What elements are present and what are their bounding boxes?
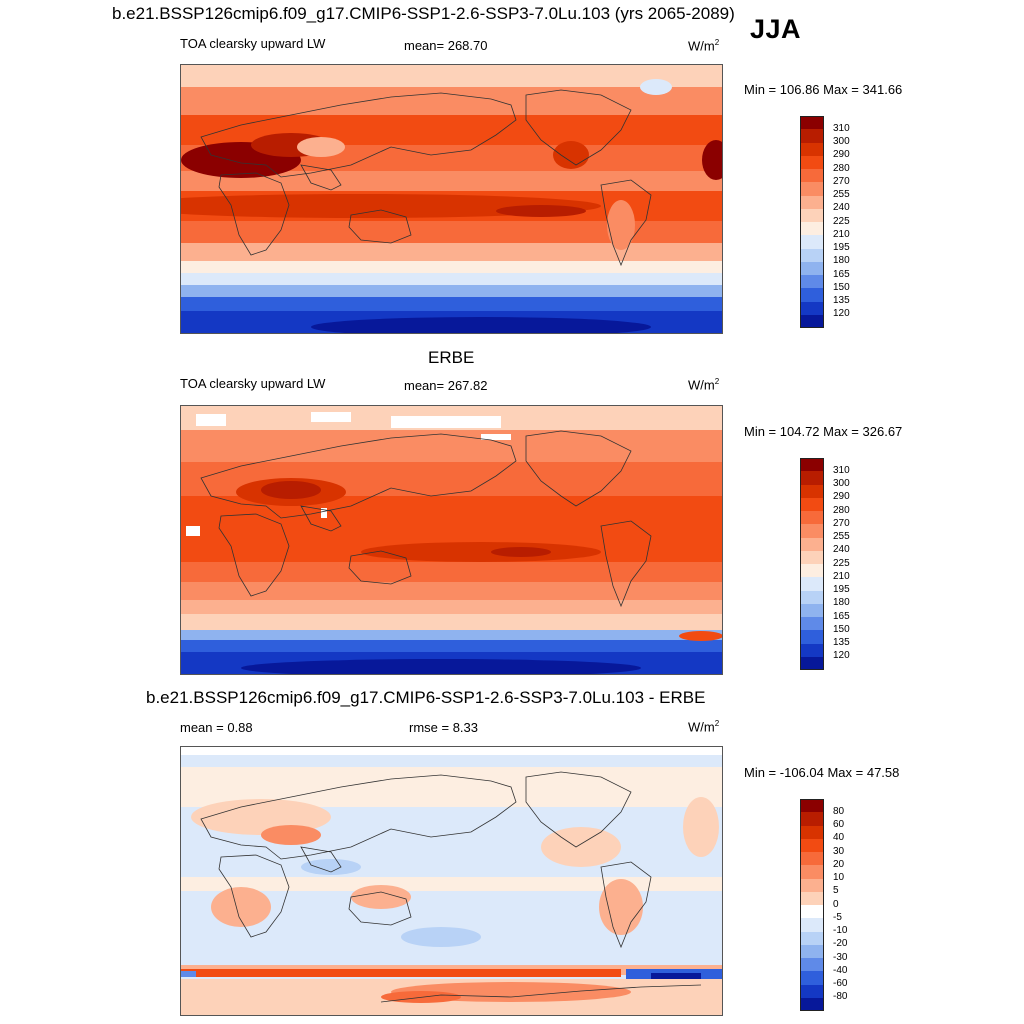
cbar2-tick: 120 [833,650,850,661]
cbar3-tick: -10 [833,925,848,936]
cbar3-tick: 10 [833,872,845,883]
cbar2-tick: 255 [833,531,850,542]
cbar3-tick: 80 [833,806,845,817]
panel1-units-label: W/m2 [688,38,720,54]
cbar2-tick: 165 [833,611,850,622]
cbar2-tick: 240 [833,544,850,555]
panel1-map [180,64,723,334]
cbar3-tick: 60 [833,819,845,830]
panel2-title: ERBE [428,348,475,367]
cbar2-tick: 150 [833,624,850,635]
cbar2-tick: 270 [833,518,850,529]
cbar3-tick: 20 [833,859,845,870]
cbar2-tick: 280 [833,505,850,516]
cbar3-tick: -5 [833,912,842,923]
panel2-units-label: W/m2 [688,377,720,393]
cbar1-tick: 120 [833,308,850,319]
cbar3-tick: 40 [833,832,845,843]
cbar2-tick: 195 [833,584,850,595]
cbar2-tick: 225 [833,558,850,569]
cbar1-tick: 210 [833,229,850,240]
panel2-mean-label: mean= 267.82 [404,378,488,393]
cbar2-tick: 310 [833,465,850,476]
cbar1-tick: 195 [833,242,850,253]
cbar3-tick: -60 [833,978,848,989]
panel1-variable-label: TOA clearsky upward LW [180,36,326,51]
cbar1-tick: 280 [833,163,850,174]
panel1-mean-label: mean= 268.70 [404,38,488,53]
cbar3-tick: -40 [833,965,848,976]
cbar2-tick: 135 [833,637,850,648]
cbar1-tick: 290 [833,149,850,160]
cbar2-tick: 290 [833,491,850,502]
cbar3-tick: 30 [833,846,845,857]
cbar1-tick: 165 [833,269,850,280]
cbar3-tick: -80 [833,991,848,1002]
cbar1-tick: 135 [833,295,850,306]
cbar1-tick: 240 [833,202,850,213]
figure-title: b.e21.BSSP126cmip6.f09_g17.CMIP6-SSP1-2.… [112,4,735,23]
panel3-units-label: W/m2 [688,719,720,735]
season-label: JJA [750,14,802,44]
cbar1-tick: 180 [833,255,850,266]
cbar2-tick: 210 [833,571,850,582]
panel3-mean-label: mean = 0.88 [180,720,253,735]
panel3-minmax-label: Min = -106.04 Max = 47.58 [744,765,900,780]
cbar1-tick: 310 [833,123,850,134]
cbar1-tick: 255 [833,189,850,200]
cbar3-tick: -20 [833,938,848,949]
panel1-minmax-label: Min = 106.86 Max = 341.66 [744,82,903,97]
cbar1-tick: 270 [833,176,850,187]
cbar1-tick: 225 [833,216,850,227]
panel3-rmse-label: rmse = 8.33 [409,720,479,735]
panel3-map [180,746,723,1016]
panel2-minmax-label: Min = 104.72 Max = 326.67 [744,424,903,439]
cbar1-tick: 300 [833,136,850,147]
cbar3-tick: 5 [833,885,839,896]
panel2-variable-label: TOA clearsky upward LW [180,376,326,391]
cbar3-tick: -30 [833,952,848,963]
cbar2-tick: 300 [833,478,850,489]
panel2-map [180,405,723,675]
panel3-title: b.e21.BSSP126cmip6.f09_g17.CMIP6-SSP1-2.… [146,688,706,707]
cbar3-tick: 0 [833,899,839,910]
cbar1-tick: 150 [833,282,850,293]
cbar2-tick: 180 [833,597,850,608]
